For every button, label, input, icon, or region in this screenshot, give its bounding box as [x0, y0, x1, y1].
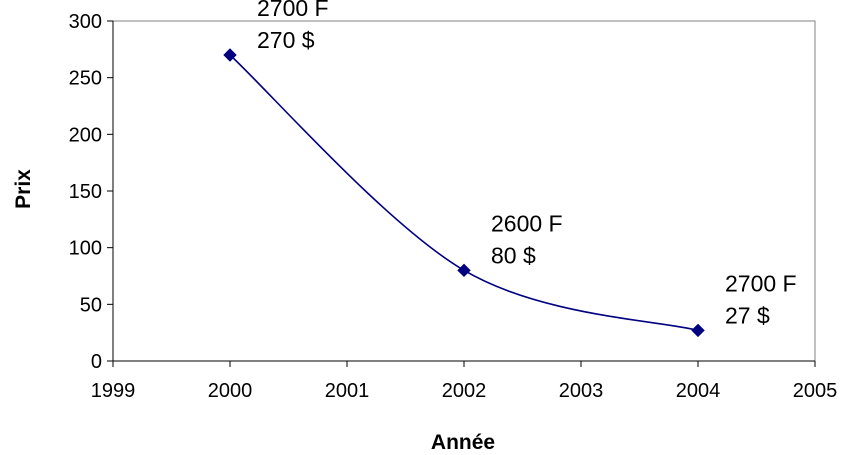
y-tick-label: 250: [69, 68, 102, 90]
x-tick-label: 1999: [91, 380, 136, 402]
series-layer: [223, 48, 705, 338]
y-tick-label: 150: [69, 181, 102, 203]
y-axis-title: Prix: [12, 169, 35, 209]
data-point-marker: [457, 263, 471, 278]
plot-border: [112, 20, 816, 362]
y-tick-label: 50: [80, 294, 102, 316]
data-point-marker: [691, 323, 705, 338]
data-label: 2700 F: [725, 270, 797, 296]
x-tick-label: 2001: [325, 380, 370, 402]
data-label: 80 $: [491, 242, 536, 268]
y-tick-label: 200: [69, 124, 102, 146]
x-tick-label: 2000: [208, 380, 253, 402]
data-label: 2700 F: [257, 0, 329, 21]
x-tick-label: 2005: [793, 380, 838, 402]
y-tick-label: 100: [69, 238, 102, 260]
x-tick-label: 2003: [559, 380, 604, 402]
axes: 0 50 100 150 200 250 300 1999 2000 2001 2002 2003 20…: [69, 11, 838, 402]
y-tick-label: 300: [69, 11, 102, 33]
x-tick-label: 2002: [442, 380, 487, 402]
y-tick-label: 0: [91, 351, 102, 373]
data-label: 270 $: [257, 27, 315, 53]
data-label: 2600 F: [491, 210, 563, 236]
x-tick-label: 2004: [676, 380, 721, 402]
plot-area: [112, 20, 816, 362]
data-labels: 2700 F 270 $ 2600 F 80 $ 2700 F 27 $: [257, 0, 797, 328]
data-point-marker: [223, 48, 237, 62]
x-axis-title: Année: [431, 431, 495, 454]
data-label: 27 $: [725, 302, 770, 328]
